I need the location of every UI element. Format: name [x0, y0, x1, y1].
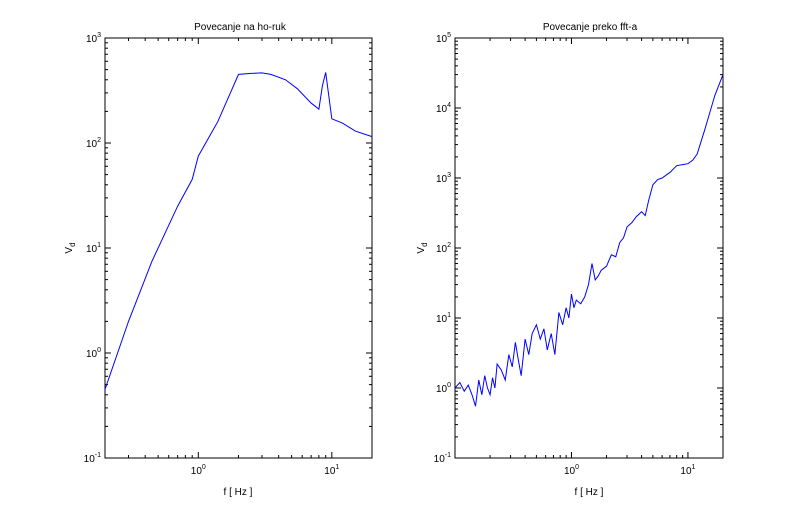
- left-y-axis-label: Vd: [64, 242, 77, 253]
- right-plot-title: Povecanje preko fft-a: [543, 22, 638, 33]
- left-axes: Povecanje na ho-ruk 100 10110-11001011021…: [64, 22, 373, 498]
- right-x-axis-label: f [ Hz ]: [575, 487, 604, 498]
- right-y-axis-label-main: V: [416, 247, 427, 254]
- left-y-tick-label: 100: [86, 347, 101, 360]
- left-x-tick-label: 101: [324, 464, 339, 477]
- right-y-tick-label: 102: [436, 242, 451, 255]
- left-plot-title: Povecanje na ho-ruk: [194, 22, 287, 33]
- right-y-tick-label: 105: [436, 32, 451, 45]
- svg-text:Vd: Vd: [64, 242, 77, 253]
- right-y-tick-label: 103: [436, 172, 451, 185]
- right-y-tick-label: 104: [436, 102, 451, 115]
- left-plot-frame: [104, 37, 373, 459]
- right-plot-frame: [454, 37, 724, 459]
- right-y-axis-label-sub: d: [420, 242, 429, 246]
- left-x-tick-label: 100: [191, 464, 206, 477]
- left-y-tick-label: 101: [86, 242, 101, 255]
- left-y-tick-label: 103: [86, 32, 101, 45]
- right-series-line: [454, 74, 724, 407]
- right-x-tick-label: 101: [680, 464, 695, 477]
- left-y-axis-label-sub: d: [68, 242, 77, 246]
- left-series-line: [104, 72, 373, 390]
- right-y-tick-label: 10-1: [434, 452, 451, 465]
- right-x-tick-label: 100: [564, 464, 579, 477]
- left-ticks: 100 101 10-1 100 101 102 103: [84, 32, 373, 477]
- right-y-tick-label: 101: [436, 312, 451, 325]
- left-x-axis-label: f [ Hz ]: [224, 487, 253, 498]
- right-y-tick-label: 100: [436, 382, 451, 395]
- svg-text:Vd: Vd: [416, 242, 429, 253]
- right-axes: Povecanje preko fft-a 100 101 10-1 100 101 10…: [416, 22, 724, 498]
- right-y-axis-label: Vd: [416, 242, 429, 253]
- left-y-tick-label: 10-1: [84, 452, 101, 465]
- left-y-axis-label-main: V: [64, 247, 75, 254]
- left-y-tick-label: 102: [86, 137, 101, 150]
